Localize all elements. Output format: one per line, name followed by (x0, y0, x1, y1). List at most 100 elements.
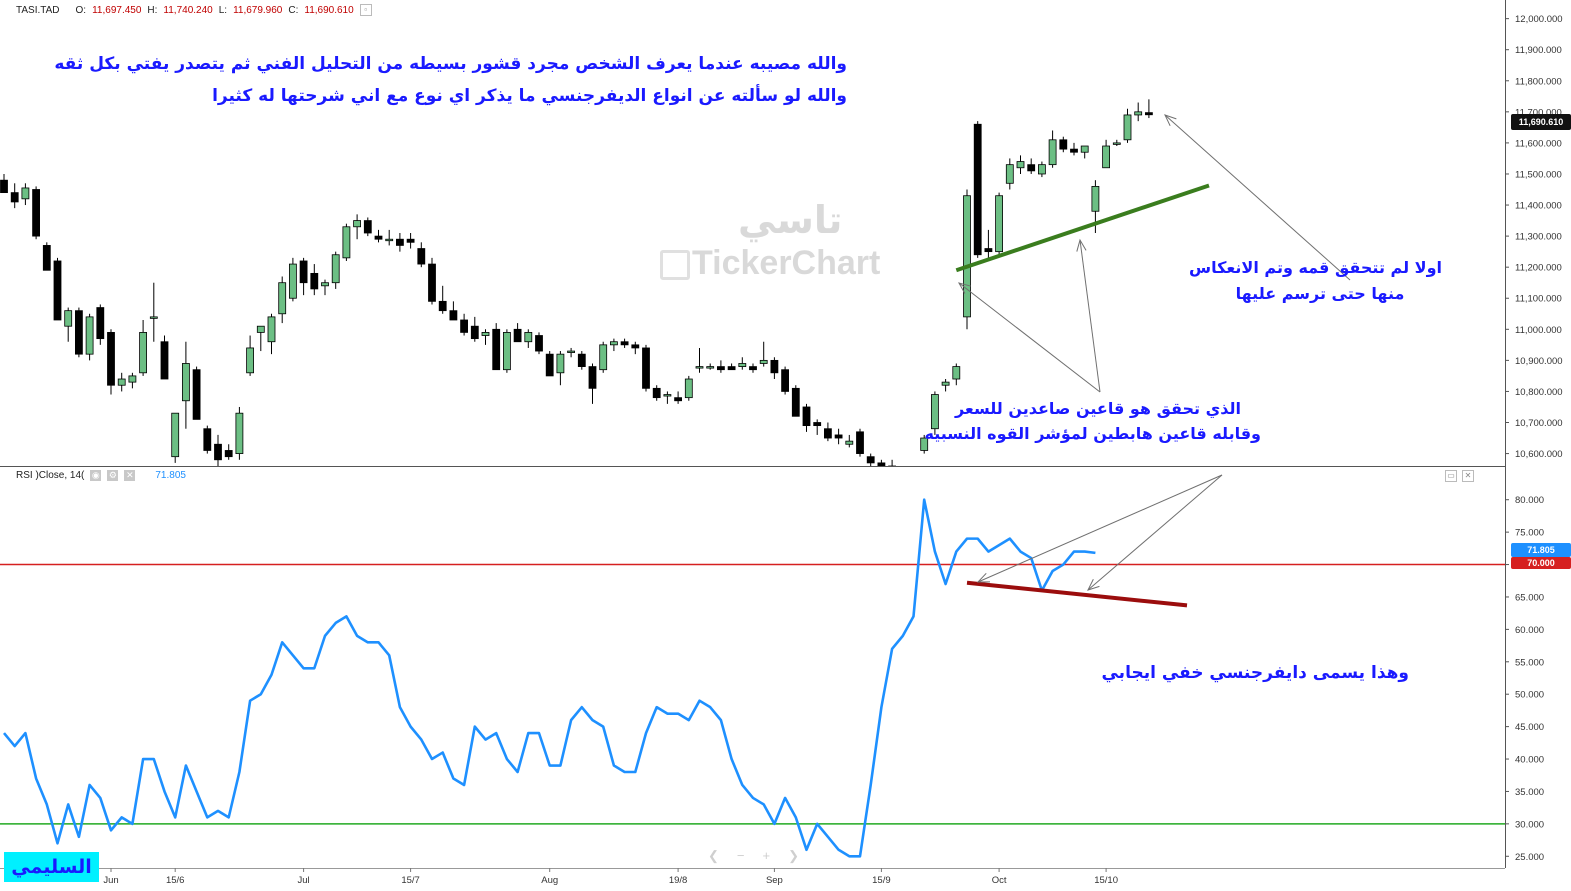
candle-down (214, 443, 222, 461)
candle-down (717, 366, 725, 371)
rsi-header-value: 71.805 (155, 470, 186, 481)
candle-up (85, 316, 94, 355)
arrow-to-peak-head (1164, 114, 1177, 127)
candle-up (1102, 145, 1110, 169)
price-tick-label: 11,300.000 (1515, 232, 1562, 243)
candle-down (1027, 164, 1036, 172)
time-tick-label: Jun (103, 875, 118, 886)
candle-down (652, 387, 661, 399)
candle-up (941, 381, 950, 386)
maximize-panel-icon[interactable]: ▭ (1445, 470, 1457, 482)
candle-down (973, 123, 982, 256)
price-tick-label: 11,100.000 (1515, 294, 1562, 305)
time-tick-label: Jul (298, 875, 310, 886)
candle-down (160, 341, 169, 380)
rsi-tick-label: 25.000 (1515, 852, 1544, 863)
annotation-mid-line1: الذي تحقق هو قاعين صاعدين للسعر (954, 399, 1242, 418)
time-tick-label: Aug (541, 875, 558, 886)
candle-down (631, 344, 640, 349)
expand-icon[interactable]: ▫ (359, 4, 372, 16)
candle-up (139, 332, 148, 374)
candle-up (845, 440, 854, 445)
close-label: C: (288, 4, 299, 16)
arrow-to-low2 (1079, 239, 1101, 393)
candle-down (888, 465, 896, 466)
candle-down (802, 406, 811, 427)
candle-down (749, 366, 757, 371)
arrow-to-rsi-low1 (977, 474, 1223, 583)
candle-up (246, 347, 255, 374)
candle-down (813, 422, 822, 427)
candle-down (428, 263, 436, 302)
price-tick-label: 11,500.000 (1515, 169, 1562, 180)
candle-up (149, 316, 158, 319)
time-tick-label: Sep (766, 875, 783, 886)
rsi-line (2, 498, 1096, 858)
visibility-icon[interactable]: ◉ (90, 470, 102, 481)
time-tick-label: 15/9 (872, 875, 891, 886)
candle-up (1005, 164, 1014, 184)
candles-group (0, 99, 1153, 487)
candle-up (963, 195, 971, 318)
candle-up (117, 378, 126, 386)
candle-down (984, 248, 993, 253)
candle-up (181, 363, 190, 402)
candle-up (759, 359, 768, 364)
candle-down (1059, 139, 1068, 150)
candle-up (995, 195, 1003, 253)
candle-down (642, 347, 650, 389)
candle-down (674, 397, 682, 402)
arrow-to-low2-head (1076, 238, 1087, 252)
candle-up (1134, 111, 1143, 116)
close-value: 11,690.610 (304, 4, 354, 16)
candle-up (1048, 139, 1057, 166)
close-icon[interactable]: ✕ (124, 470, 136, 481)
candle-up (64, 310, 73, 327)
rsi-tick-label: 80.000 (1515, 495, 1544, 506)
candle-down (299, 260, 308, 284)
candle-up (684, 378, 693, 399)
price-tick-label: 12,000.000 (1515, 14, 1563, 25)
candle-down (824, 428, 832, 439)
arrow-to-rsi-low2-head (1087, 579, 1100, 591)
open-label: O: (75, 4, 87, 16)
candle-up (663, 394, 672, 397)
candle-down (856, 431, 864, 454)
open-value: 11,697.450 (92, 4, 142, 16)
candle-down (513, 328, 522, 343)
rsi-tick-label: 65.000 (1515, 592, 1544, 603)
zoom-out-icon[interactable]: − (736, 848, 745, 863)
candle-down (588, 366, 597, 389)
arrow-to-rsi-low1-head (976, 572, 991, 583)
candle-up (1080, 145, 1089, 153)
arrow-to-rsi-low2 (1087, 474, 1223, 591)
annotation-bottom: وهذا يسمى دايفرجنسي خفي ايجابي (1101, 663, 1409, 683)
candle-up (695, 366, 704, 369)
candle-down (0, 179, 8, 194)
arrow-to-peak (1164, 114, 1351, 281)
candle-up (1016, 161, 1025, 169)
candle-up (481, 332, 490, 336)
watermark-brand: TickerChart (692, 244, 881, 282)
candle-down (10, 192, 19, 203)
scroll-left-icon[interactable]: ❮ (708, 848, 719, 863)
candle-down (75, 310, 83, 355)
close-panel-icon[interactable]: ✕ (1462, 470, 1474, 482)
candle-down (492, 328, 501, 371)
settings-icon[interactable]: ⚙ (107, 470, 119, 481)
candle-down (374, 235, 383, 240)
candle-up (567, 350, 575, 353)
candle-up (267, 316, 276, 343)
candle-down (545, 353, 554, 377)
candle-down (899, 475, 906, 487)
scroll-right-icon[interactable]: ❯ (788, 848, 799, 863)
zoom-in-icon[interactable]: + (762, 848, 771, 863)
current-price-label: 11,690.610 (1511, 114, 1571, 130)
price-tick-label: 11,700.000 (1515, 107, 1562, 118)
rsi-label: RSI )Close, 14( (16, 470, 85, 481)
candle-up (556, 353, 565, 374)
price-trendline-up (955, 183, 1210, 273)
candle-down (310, 272, 319, 290)
